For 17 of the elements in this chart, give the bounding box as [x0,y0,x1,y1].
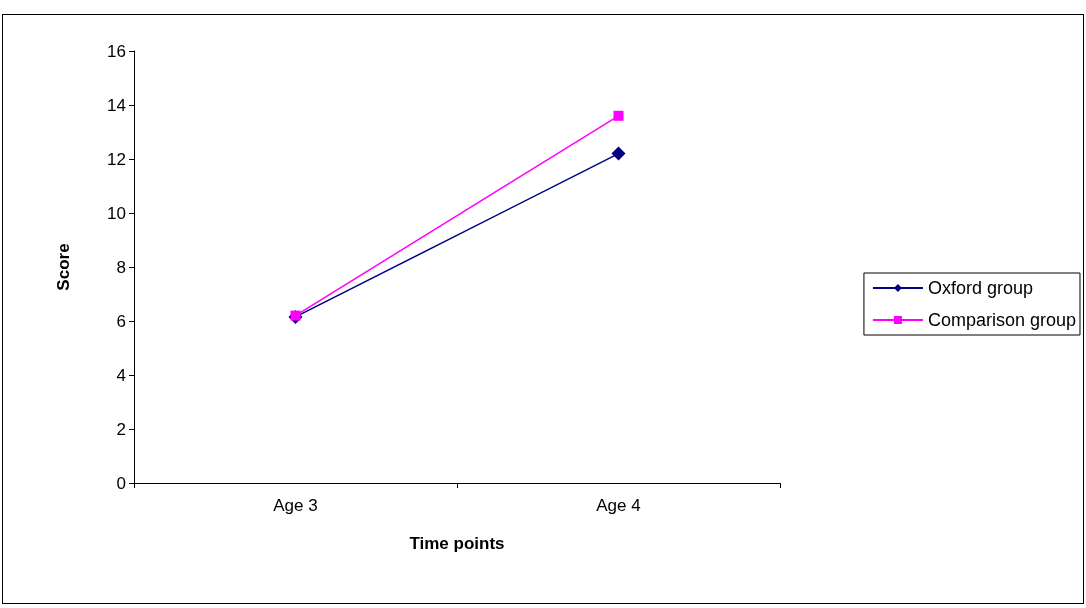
y-tick-label: 14 [107,95,126,115]
y-tick-label: 2 [116,419,126,439]
y-tick-label: 12 [107,149,126,169]
point [613,110,624,121]
y-tick-label: 8 [116,257,126,277]
y-axis-title: Score [54,243,73,291]
y-tick-label: 6 [116,311,126,331]
y-tick-label: 0 [116,473,126,493]
legend-label: Oxford group [927,278,1033,298]
point [611,146,626,161]
x-axis-title: Time points [409,534,505,553]
y-tick-label: 16 [107,41,126,61]
y-tick-label: 4 [116,365,126,385]
x-tick-label: Age 3 [273,496,318,515]
legend-label: Comparison group [927,310,1076,330]
y-tick-label: 10 [107,203,126,223]
x-tick-label: Age 4 [596,496,641,515]
